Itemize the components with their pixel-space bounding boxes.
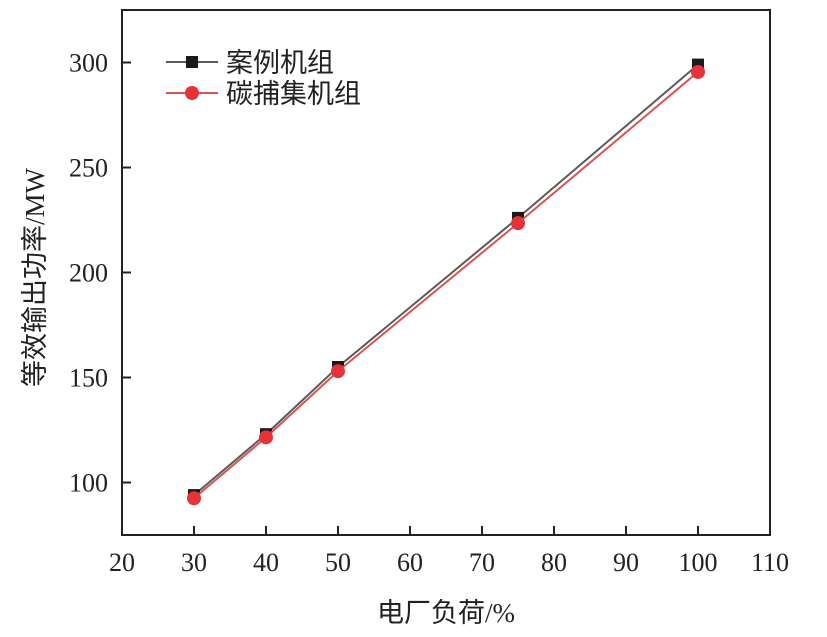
data-point-1-2 <box>331 364 345 379</box>
x-tick-label-8: 100 <box>679 548 718 577</box>
legend-label-1: 碳捕集机组 <box>226 79 361 109</box>
y-axis: 100 150 200 250 300 <box>69 49 131 498</box>
legend-item-0: 案例机组 <box>166 48 334 78</box>
y-tick-label-1: 150 <box>69 364 108 393</box>
plot-frame <box>121 9 771 536</box>
x-tick-label-4: 60 <box>397 548 423 577</box>
data-point-1-4 <box>691 64 705 79</box>
legend-marker-1 <box>185 86 199 100</box>
y-tick-label-0: 100 <box>69 469 108 498</box>
series-layer <box>187 58 705 506</box>
x-axis: 20 30 40 50 60 70 80 90 100 110 <box>109 526 789 577</box>
x-tick-label-2: 40 <box>253 548 279 577</box>
y-tick-label-3: 250 <box>69 154 108 183</box>
data-point-1-0 <box>187 491 201 506</box>
x-tick-label-6: 80 <box>541 548 567 577</box>
x-tick-label-7: 90 <box>613 548 639 577</box>
legend-marker-0 <box>186 56 198 68</box>
series-1 <box>187 64 705 506</box>
x-tick-label-3: 50 <box>325 548 351 577</box>
legend-item-1: 碳捕集机组 <box>166 79 361 109</box>
y-axis-title: 等效输出功率/MW <box>20 167 50 387</box>
x-axis-title: 电厂负荷/% <box>377 598 515 628</box>
data-point-1-1 <box>259 430 273 445</box>
y-tick-label-4: 300 <box>69 49 108 78</box>
x-tick-label-9: 110 <box>751 548 789 577</box>
plot-area <box>121 9 771 536</box>
x-tick-label-0: 20 <box>109 548 135 577</box>
y-tick-label-2: 200 <box>69 259 108 288</box>
legend-label-0: 案例机组 <box>226 48 334 78</box>
x-tick-label-5: 70 <box>469 548 495 577</box>
x-tick-label-1: 30 <box>181 548 207 577</box>
data-point-1-3 <box>511 216 525 231</box>
